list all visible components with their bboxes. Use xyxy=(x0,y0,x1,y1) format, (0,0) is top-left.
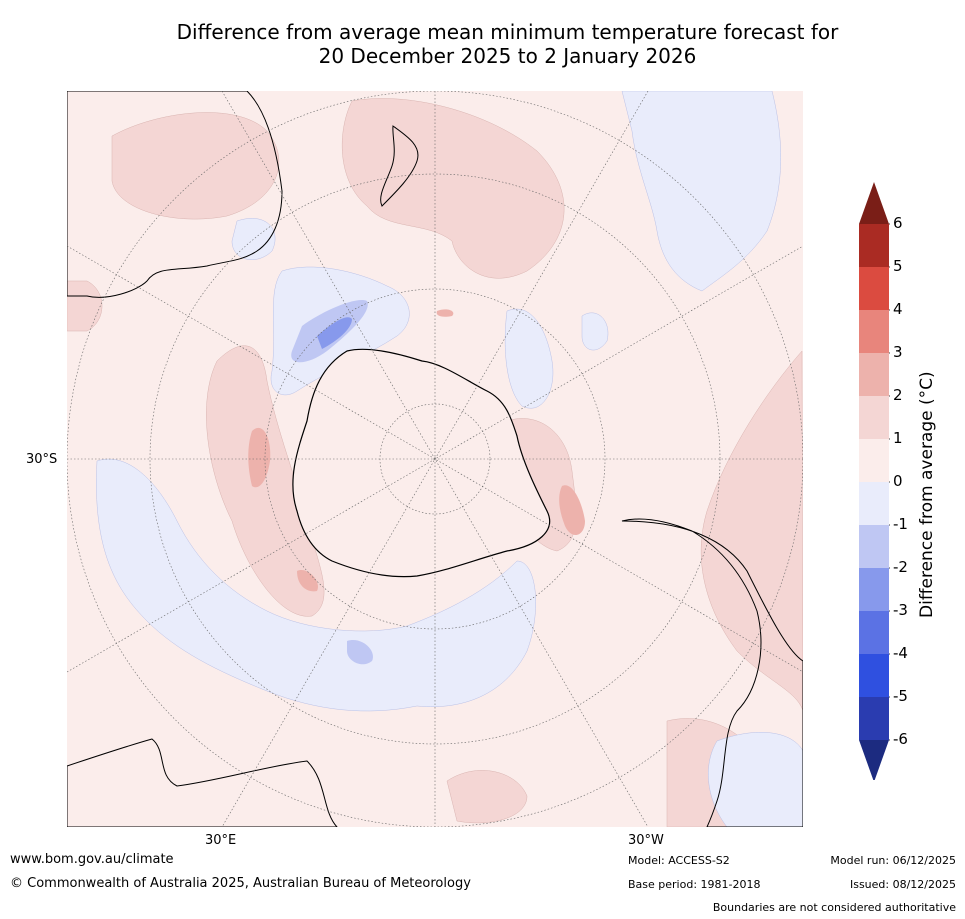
model-run-text: Model run: 06/12/2025 xyxy=(830,854,956,867)
colorbar-tick-label: -4 xyxy=(893,644,908,662)
colorbar-band xyxy=(859,267,889,310)
colorbar-tick-label: 4 xyxy=(893,300,903,318)
colorbar-band xyxy=(859,224,889,267)
colorbar-band xyxy=(859,654,889,697)
issued-text: Issued: 08/12/2025 xyxy=(849,878,956,891)
colorbar-tick-label: -3 xyxy=(893,601,908,619)
colorbar-tick-label: 0 xyxy=(893,472,903,490)
disclaimer-text: Boundaries are not considered authoritat… xyxy=(712,901,956,914)
colorbar-bottom-arrow xyxy=(859,740,889,780)
colorbar-tick-label: -5 xyxy=(893,687,908,705)
colorbar-tick-label: 5 xyxy=(893,257,903,275)
colorbar-band xyxy=(859,482,889,525)
longitude-label-30w: 30°W xyxy=(628,833,664,848)
colorbar-band xyxy=(859,697,889,740)
colorbar-tick-marks xyxy=(889,223,890,741)
new-zealand-coastline xyxy=(380,125,419,207)
title-line-1: Difference from average mean minimum tem… xyxy=(176,20,839,44)
colorbar-band xyxy=(859,525,889,568)
cool-anomaly-regions xyxy=(96,91,803,827)
colorbar-band xyxy=(859,568,889,611)
copyright-text: © Commonwealth of Australia 2025, Austra… xyxy=(10,876,471,891)
colorbar-tick-label: -2 xyxy=(893,558,908,576)
strong-warm-anomaly xyxy=(248,309,585,592)
map-svg xyxy=(67,91,803,827)
colorbar-band xyxy=(859,611,889,654)
colorbar-tick-label: -1 xyxy=(893,515,908,533)
colorbar-tick-label: -6 xyxy=(893,730,908,748)
colorbar-tick-label: 3 xyxy=(893,343,903,361)
colorbar-label: Difference from average (°C) xyxy=(917,371,937,618)
colorbar-tick-label: 6 xyxy=(893,214,903,232)
south-america-coastline xyxy=(621,518,803,827)
colorbar-band xyxy=(859,310,889,353)
colorbar-band xyxy=(859,353,889,396)
graticule xyxy=(67,91,803,827)
longitude-label-30e: 30°E xyxy=(205,833,237,848)
antarctica-coastline xyxy=(292,348,551,578)
colorbar-tick-label: 2 xyxy=(893,386,903,404)
title-line-2: 20 December 2025 to 2 January 2026 xyxy=(318,44,697,68)
africa-coastline xyxy=(67,738,338,827)
base-period-text: Base period: 1981-2018 xyxy=(628,878,761,891)
latitude-label-30s: 30°S xyxy=(26,452,58,467)
colorbar xyxy=(859,182,890,780)
colorbar-bands xyxy=(859,224,889,740)
colorbar-top-arrow xyxy=(859,182,889,224)
polar-map xyxy=(67,91,803,827)
strong-cool-anomaly xyxy=(291,300,373,665)
website-link[interactable]: www.bom.gov.au/climate xyxy=(10,852,174,867)
model-text: Model: ACCESS-S2 xyxy=(628,854,730,867)
chart-title: Difference from average mean minimum tem… xyxy=(60,20,955,68)
colorbar-tick-label: 1 xyxy=(893,429,903,447)
australia-coastline xyxy=(67,91,283,298)
colorbar-band xyxy=(859,439,889,482)
colorbar-band xyxy=(859,396,889,439)
